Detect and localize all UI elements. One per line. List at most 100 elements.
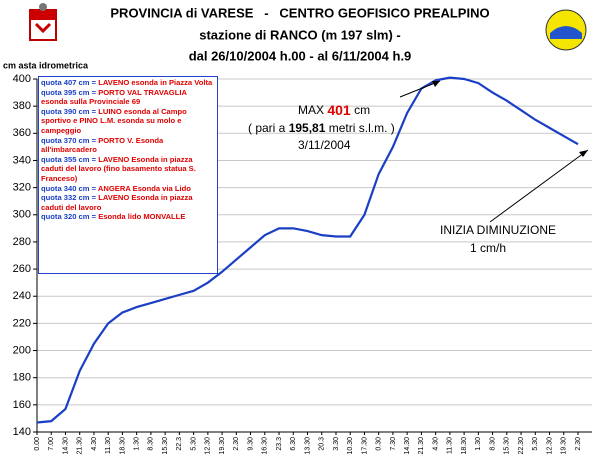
logo-left [29,3,57,41]
legend-text: LAVENO Esonda in piazza caduti del lavor… [41,154,196,183]
y-tick-label: 140 [13,426,31,438]
x-tick-label: 7.00 [48,437,55,451]
x-tick-label: 22.30 [518,437,525,455]
legend-entry: quota 390 cm = LUINO esonda al Campo spo… [41,107,215,136]
legend-entry: quota 370 cm = PORTO V. Esonda all'imbar… [41,136,215,155]
x-tick-label: 21.30 [77,437,84,455]
x-tick-label: 15.30 [504,437,511,455]
x-tick-label: 12.30 [546,437,553,455]
x-tick-label: 20.3 [319,437,326,451]
legend-quota: quota 340 cm = [41,183,97,193]
y-tick-label: 380 [13,100,31,112]
annotation: 401 [327,102,351,118]
y-tick-label: 200 [13,344,31,356]
y-tick-label: 260 [13,263,31,275]
line [36,76,579,424]
annotation: metri s.l.m. ) [329,121,395,135]
annotation: 195,81 [289,121,326,135]
x-tick-label: 1.30 [475,437,482,451]
legend-text: PORTO VAL TRAVAGLIA esonda sulla Provinc… [41,87,187,107]
arrow [489,149,589,223]
x-tick-label: 16.30 [262,437,269,455]
legend: quota 407 cm = LAVENO esonda in Piazza V… [38,76,218,274]
legend-quota: quota 355 cm = [41,154,97,164]
x-tick-label: 2.30 [575,437,582,451]
legend-entry: quota 407 cm = LAVENO esonda in Piazza V… [41,78,215,88]
y-tick-label: 280 [13,236,31,248]
x-tick-label: 0.00 [34,437,41,451]
annotation: MAX [298,103,324,117]
legend-quota: quota 370 cm = [41,135,97,145]
x-tick-label: 9.30 [247,437,254,451]
x-tick-label: 5.30 [190,437,197,451]
y-tick-label: 220 [13,317,31,329]
chart-title: PROVINCIA di VARESE - CENTRO GEOFISICO P… [110,5,489,20]
x-tick-label: 21.30 [418,437,425,455]
legend-text: Esonda lido MONVALLE [98,212,186,222]
annotation: INIZIA DIMINUZIONE [440,223,556,237]
annotation: MAX 401 cm [298,102,370,118]
x-tick-label: 18.30 [119,437,126,455]
y-tick-label: 160 [13,399,31,411]
x-tick-label: 15.30 [162,437,169,455]
x-tick-label: 11.30 [447,437,454,454]
x-tick-label: 4.30 [432,437,439,451]
x-tick-label: 19.30 [561,437,568,455]
x-tick-label: 0.30 [376,437,383,451]
legend-quota: quota 320 cm = [41,212,97,222]
annotation: 1 cm/h [470,241,506,255]
legend-text: LAVENO esonda in Piazza Volta [98,78,213,87]
x-tick-label: 6.30 [290,437,297,451]
x-tick-label: 14.30 [62,437,69,455]
x-tick-label: 3.30 [333,437,340,451]
y-tick-label: 240 [13,290,31,302]
y-tick-label: 360 [13,127,31,139]
x-tick-label: 12.30 [205,437,212,455]
y-tick-label: 320 [13,182,31,194]
legend-entry: quota 395 cm = PORTO VAL TRAVAGLIA esond… [41,88,215,107]
x-tick-label: 18.30 [461,437,468,455]
y-tick-label: 400 [13,73,31,85]
x-tick-label: 17.30 [361,437,368,455]
legend-quota: quota 332 cm = [41,193,97,203]
x-tick-label: 14.30 [404,437,411,455]
y-tick-label: 180 [13,372,31,384]
legend-quota: quota 407 cm = [41,78,97,87]
logo-right [545,9,587,51]
x-tick-label: 19.30 [219,437,226,455]
x-tick-label: 11.30 [105,437,112,454]
legend-text: ANGERA Esonda via Lido [97,183,191,193]
chart-subtitle: dal 26/10/2004 h.00 - al 6/11/2004 h.9 [189,48,412,63]
y-axis-label: cm asta idrometrica [3,60,89,70]
legend-entry: quota 340 cm = ANGERA Esonda via Lido [41,184,215,194]
legend-entry: quota 320 cm = Esonda lido MONVALLE [41,212,215,222]
x-tick-label: 4.30 [91,437,98,451]
legend-text: LUINO esonda al Campo sportivo e PINO L.… [41,106,187,135]
x-tick-label: 13.30 [304,437,311,455]
annotation: cm [354,103,370,117]
x-tick-label: 8.30 [489,437,496,451]
x-tick-label: 8.30 [148,437,155,451]
annotation: ( pari a [248,121,286,135]
y-tick-label: 300 [13,209,31,221]
legend-text: LAVENO Esonda in piazza caduti del lavor… [41,193,193,212]
x-tick-label: 23.3 [276,437,283,451]
x-tick-label: 1.30 [134,437,141,451]
x-tick-label: 22.3 [176,437,183,451]
x-tick-label: 7.30 [390,437,397,451]
x-tick-label: 5.30 [532,437,539,451]
arrow-head [579,150,588,157]
y-tick-label: 340 [13,154,31,166]
x-tick-label: 2.30 [233,437,240,451]
legend-entry: quota 355 cm = LAVENO Esonda in piazza c… [41,155,215,184]
legend-text: PORTO V. Esonda all'imbarcadero [41,135,164,155]
annotation: ( pari a 195,81 metri s.l.m. ) [248,121,395,135]
annotation: 3/11/2004 [298,138,351,152]
arrow-head [432,81,440,87]
chart-subtitle: stazione di RANCO (m 197 slm) - [199,27,401,42]
legend-quota: quota 395 cm = [41,87,97,97]
x-tick-label: 10.30 [347,437,354,455]
legend-quota: quota 390 cm = [41,106,97,116]
